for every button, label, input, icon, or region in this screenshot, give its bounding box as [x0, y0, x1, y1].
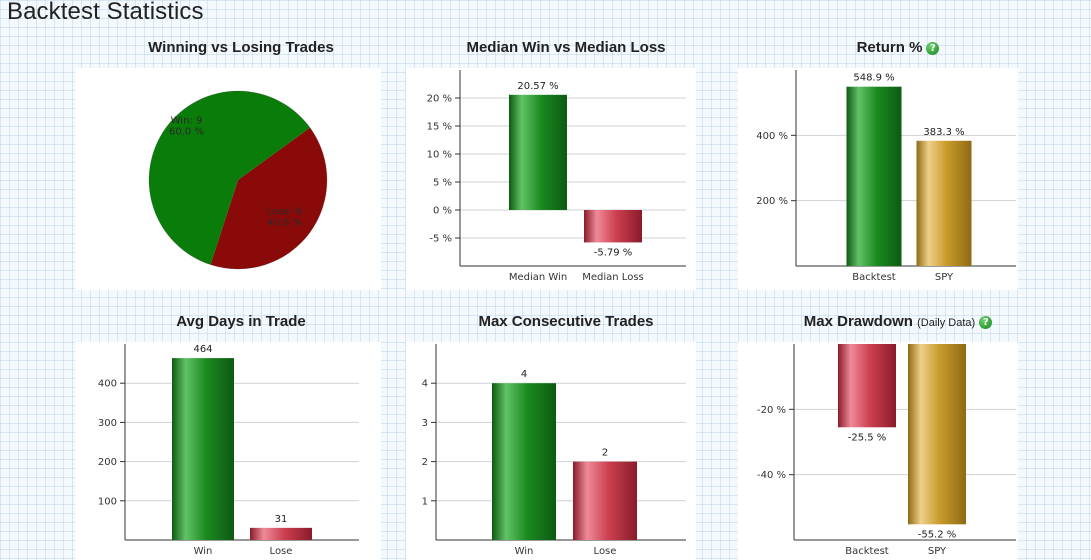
page-title: Backtest Statistics — [7, 0, 204, 25]
value-label-spy: -55.2 % — [918, 529, 957, 540]
avg-days-ytick-label: 300 — [98, 418, 117, 429]
return-ytick-label: 400 % — [756, 131, 788, 142]
bar-lose — [250, 527, 312, 540]
max-consecutive-ytick-label: 3 — [422, 418, 428, 429]
pie-label-lose: Lose: 6 — [267, 206, 303, 217]
pie-percent-win: 60.0 % — [169, 127, 204, 138]
category-label-spy: SPY — [928, 546, 947, 557]
max-drawdown-ytick-label: -20 % — [757, 405, 786, 416]
return-title-text: Return % — [856, 39, 923, 56]
max-consecutive-svg: 1 2 3 4 4 Win 2 Lose — [422, 344, 686, 557]
max-drawdown-subtitle: (Daily Data) — [917, 317, 976, 329]
max-drawdown-title-text: Max Drawdown — [803, 313, 913, 330]
bar-spy — [916, 140, 972, 266]
return-title: Return %? — [738, 39, 1058, 56]
avg-days-title-text: Avg Days in Trade — [176, 313, 306, 330]
bar-median-loss — [584, 210, 642, 243]
value-label-median-win: 20.57 % — [517, 81, 558, 92]
value-label-win: 4 — [521, 369, 527, 380]
return-chart: 200 % 400 % 548.9 % Backtest 383.3 % SPY — [738, 68, 1018, 290]
value-label-win: 464 — [193, 344, 212, 355]
pie-percent-lose: 40.0 % — [267, 217, 302, 228]
bar-lose — [573, 461, 637, 540]
max-consecutive-ytick-label: 2 — [422, 457, 428, 468]
bar-win — [492, 383, 556, 540]
value-label-spy: 383.3 % — [923, 127, 964, 138]
win-lose-title: Winning vs Losing Trades — [81, 39, 401, 56]
max-consecutive-ytick-label: 1 — [422, 496, 428, 507]
bar-median-win — [509, 94, 567, 210]
median-win-loss-ytick-label: 15 % — [427, 122, 452, 133]
median-win-loss-ytick-label: 10 % — [427, 150, 452, 161]
category-label-spy: SPY — [935, 272, 954, 283]
max-drawdown-title: Max Drawdown (Daily Data)? — [738, 313, 1058, 330]
max-drawdown-svg: -40 % -20 % -25.5 % Backtest -55.2 % SPY — [757, 344, 1016, 557]
avg-days-ytick-label: 200 — [98, 457, 117, 468]
return-ytick-label: 200 % — [756, 196, 788, 207]
avg-days-svg: 100 200 300 400 464 Win 31 Lose — [98, 344, 359, 557]
max-consecutive-chart: 1 2 3 4 4 Win 2 Lose — [406, 342, 696, 560]
median-win-loss-svg: -5 % 0 % 5 % 10 % 15 % 20 % 20.57 % Median Win -… — [427, 70, 686, 283]
bar-spy — [908, 344, 966, 525]
median-win-loss-ytick-label: 20 % — [427, 94, 452, 105]
median-win-loss-title: Median Win vs Median Loss — [406, 39, 726, 56]
category-label-backtest: Backtest — [845, 546, 889, 557]
category-label-backtest: Backtest — [852, 272, 896, 283]
pie-outline — [148, 90, 328, 270]
category-label-lose: Lose — [594, 546, 617, 557]
pie-slice-lose — [210, 127, 328, 270]
median-win-loss-chart: -5 % 0 % 5 % 10 % 15 % 20 % 20.57 % Median Win -… — [406, 68, 696, 290]
category-label-median-loss: Median Loss — [582, 272, 643, 283]
win-lose-pie-svg: Lose: 640.0 % Win: 960.0 % — [148, 90, 328, 270]
category-label-median-win: Median Win — [509, 272, 567, 283]
median-win-loss-ytick-label: 0 % — [433, 206, 452, 217]
value-label-lose: 31 — [275, 514, 288, 525]
win-lose-title-text: Winning vs Losing Trades — [148, 39, 334, 56]
category-label-lose: Lose — [270, 546, 293, 557]
median-win-loss-ytick-label: 5 % — [433, 178, 452, 189]
max-consecutive-title: Max Consecutive Trades — [406, 313, 726, 330]
category-label-win: Win — [194, 546, 213, 557]
value-label-backtest: -25.5 % — [848, 432, 887, 443]
bar-win — [172, 358, 234, 540]
max-consecutive-title-text: Max Consecutive Trades — [478, 313, 654, 330]
avg-days-title: Avg Days in Trade — [81, 313, 401, 330]
max-drawdown-chart: -40 % -20 % -25.5 % Backtest -55.2 % SPY — [738, 342, 1018, 560]
avg-days-ytick-label: 400 — [98, 379, 117, 390]
pie-slice-win — [149, 90, 311, 265]
return-help-icon[interactable]: ? — [926, 42, 940, 55]
median-win-loss-ytick-label: -5 % — [429, 234, 452, 245]
pie-label-win: Win: 9 — [171, 116, 203, 127]
value-label-backtest: 548.9 % — [853, 73, 894, 84]
avg-days-chart: 100 200 300 400 464 Win 31 Lose — [75, 342, 381, 560]
value-label-median-loss: -5.79 % — [594, 247, 633, 258]
avg-days-ytick-label: 100 — [98, 496, 117, 507]
return-svg: 200 % 400 % 548.9 % Backtest 383.3 % SPY — [756, 70, 1016, 283]
win-lose-chart: Lose: 6 40.0 % Win: 9 60.0 % — [75, 68, 381, 290]
category-label-win: Win — [515, 546, 534, 557]
bar-backtest — [838, 344, 896, 428]
max-consecutive-ytick-label: 4 — [422, 379, 428, 390]
max-drawdown-help-icon[interactable]: ? — [979, 316, 993, 329]
max-drawdown-ytick-label: -40 % — [757, 470, 786, 481]
value-label-lose: 2 — [602, 448, 608, 459]
median-win-loss-title-text: Median Win vs Median Loss — [466, 39, 666, 56]
bar-backtest — [846, 86, 902, 267]
